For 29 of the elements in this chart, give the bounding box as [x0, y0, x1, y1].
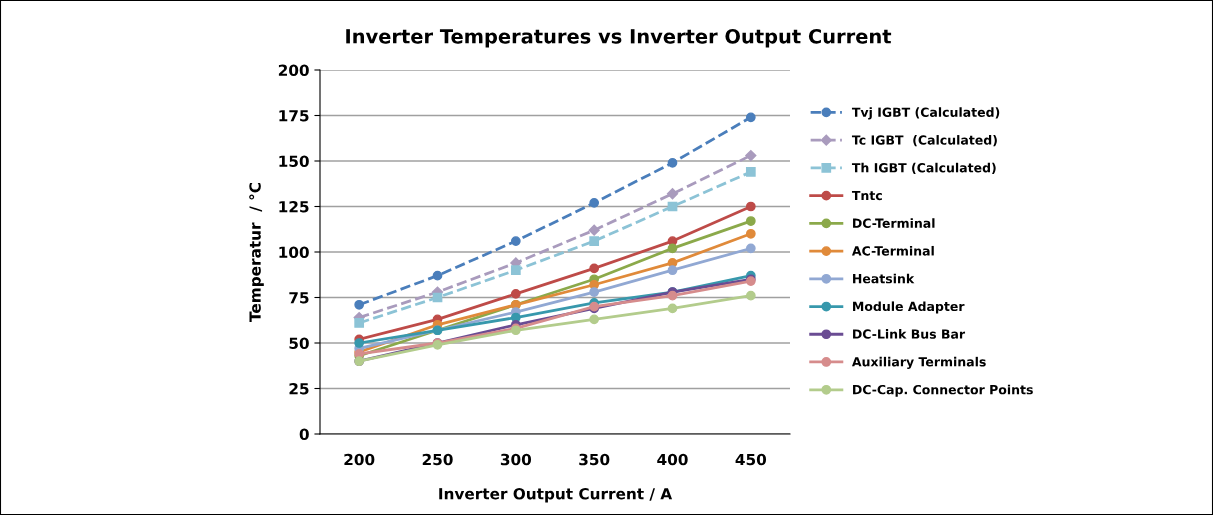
legend-label: Th IGBT (Calculated): [851, 162, 996, 174]
x-tick-label: 400: [657, 453, 688, 466]
y-tick-label: 125: [279, 200, 309, 213]
legend-label: Module Adapter: [853, 301, 965, 314]
legend-label: Auxiliary Terminals: [851, 356, 986, 370]
x-tick-label: 300: [500, 453, 532, 466]
x-tick-label: 450: [735, 453, 767, 466]
y-tick-label: 50: [289, 337, 309, 350]
legend-label: DC-Terminal: [853, 218, 935, 228]
legend-label: AC-Terminal: [851, 245, 934, 256]
y-tick-label: 175: [279, 110, 309, 122]
x-tick-label: 250: [422, 453, 453, 466]
legend-label: Tntc: [851, 190, 882, 201]
x-axis-title: Inverter Output Current / A: [439, 487, 673, 503]
y-tick-label: 200: [278, 64, 309, 77]
y-tick-label: 25: [289, 382, 309, 395]
y-axis-title: Temperatur / °C: [249, 183, 264, 322]
legend-label: Heatsink: [853, 273, 915, 284]
legend-label: DC-Link Bus Bar: [853, 329, 966, 339]
x-tick-label: 200: [344, 453, 375, 466]
legend-label: Tc IGBT (Calculated): [851, 135, 997, 147]
y-tick-label: 75: [289, 292, 309, 304]
y-tick-label: 150: [279, 155, 309, 168]
x-tick-label: 350: [579, 453, 610, 466]
y-tick-label: 100: [279, 246, 309, 259]
legend-label: DC-Cap. Connector Points: [853, 384, 1033, 397]
chart-title: Inverter Temperatures vs Inverter Output Current: [346, 28, 892, 48]
y-tick-label: 0: [299, 428, 309, 441]
legend-label: Tvj IGBT (Calculated): [851, 107, 1000, 120]
